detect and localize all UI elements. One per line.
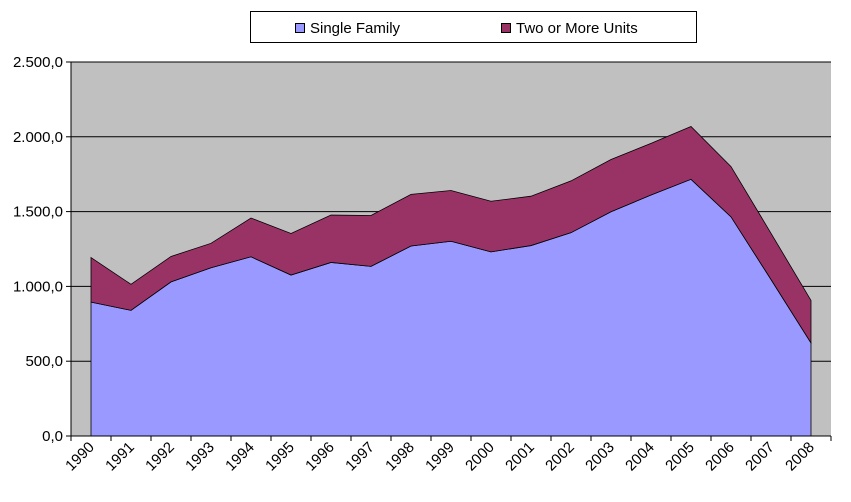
x-tick-label-1998: 1998 xyxy=(382,439,418,475)
area-series-two-or-more-units xyxy=(90,126,812,345)
x-tick-label-1997: 1997 xyxy=(342,439,378,475)
x-tick-label-1995: 1995 xyxy=(262,439,298,475)
x-tick-label-1996: 1996 xyxy=(302,439,338,475)
axes xyxy=(66,61,832,441)
legend-item-two-or-more-units: Two or More Units xyxy=(501,19,638,37)
y-tick-label-4: 2.000,0 xyxy=(13,129,63,146)
x-tick-label-2004: 2004 xyxy=(622,439,658,475)
x-tick-label-2006: 2006 xyxy=(702,439,738,475)
y-tick-labels: 0,0 500,0 1.000,0 1.500,0 2.000,0 2.500,0 xyxy=(13,54,63,445)
x-tick-label-2008: 2008 xyxy=(782,439,818,475)
x-tick-label-1992: 1992 xyxy=(142,439,178,475)
x-tick-label-2000: 2000 xyxy=(462,439,498,475)
x-tick-label-2002: 2002 xyxy=(542,439,578,475)
x-tick-label-1999: 1999 xyxy=(422,439,458,475)
legend: Single Family Two or More Units xyxy=(250,11,697,43)
y-tick-label-0: 0,0 xyxy=(42,428,63,445)
y-tick-label-1: 500,0 xyxy=(25,353,63,370)
x-tick-labels: 1990 1991 1992 1993 1994 1995 1996 1997 1998 1999… xyxy=(62,439,818,475)
y-tick-label-3: 1.500,0 xyxy=(13,204,63,221)
legend-swatch-two-or-more-units xyxy=(501,23,511,33)
x-tick-label-1993: 1993 xyxy=(182,439,218,475)
legend-swatch-single-family xyxy=(295,23,305,33)
x-tick-label-2003: 2003 xyxy=(582,439,618,475)
x-tick-label-1994: 1994 xyxy=(222,439,258,475)
legend-item-single-family: Single Family xyxy=(295,19,400,37)
x-tick-label-2001: 2001 xyxy=(502,439,538,475)
x-tick-label-1990: 1990 xyxy=(62,439,98,475)
x-tick-label-1991: 1991 xyxy=(102,439,138,475)
y-tick-label-2: 1.000,0 xyxy=(13,278,63,295)
x-tick-label-2007: 2007 xyxy=(742,439,778,475)
x-tick-label-2005: 2005 xyxy=(662,439,698,475)
legend-label-single-family: Single Family xyxy=(310,19,401,37)
y-tick-label-5: 2.500,0 xyxy=(13,54,63,71)
legend-label-two-or-more-units: Two or More Units xyxy=(516,19,638,37)
